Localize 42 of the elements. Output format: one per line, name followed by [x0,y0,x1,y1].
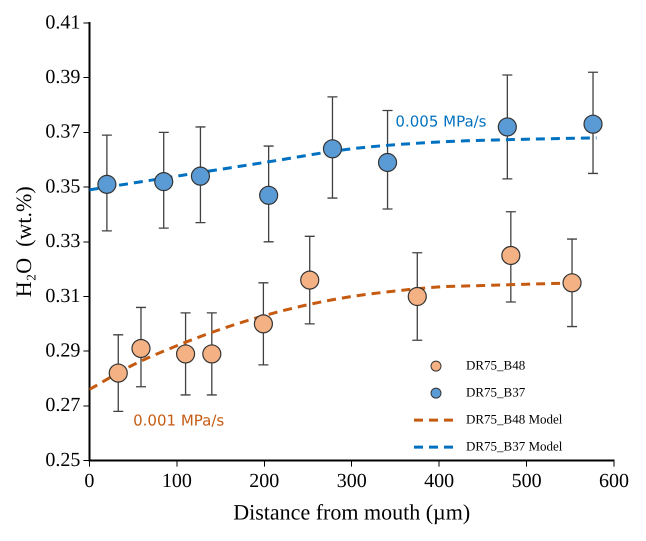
annotation: 0.005 MPa/s [395,112,487,131]
y-tick-label: 0.31 [45,284,80,307]
point [498,117,517,137]
point [583,114,603,134]
y-tick-label: 0.35 [45,175,80,198]
point [154,172,174,192]
legend-label: DR75_B37 Model [466,438,563,454]
point [562,273,582,292]
point [176,344,196,364]
x-tick-label: 300 [336,470,367,492]
legend-label: DR75_B48 Model [466,412,563,427]
annotation: 0.001 MPa/s [133,411,224,430]
point [408,286,427,306]
y-tick-label: 0.27 [45,394,80,416]
x-tick-label: 600 [599,470,629,492]
point [300,270,320,290]
point [97,174,116,194]
x-tick-label: 500 [512,470,542,492]
y-tick-label: 0.33 [45,230,80,252]
y-tick-label: 0.37 [45,120,80,143]
y-tick-label: 0.39 [45,66,80,88]
point [259,186,278,205]
point [378,152,398,172]
y-tick-label: 0.41 [45,11,80,34]
x-tick-label: 200 [249,470,280,492]
y-axis-title: H₂O (wt.%) [10,186,36,298]
y-tick-label: 0.25 [45,448,80,471]
point [501,246,520,266]
point [190,166,210,186]
x-tick-label: 0 [84,470,94,492]
point [108,363,128,383]
x-axis-title: Distance from mouth (µm) [233,500,470,525]
x-tick-label: 100 [162,470,192,492]
line-series [89,136,598,192]
point [131,338,151,358]
point [322,139,342,158]
point [202,344,222,364]
point [254,314,273,334]
legend-label: DR75_B48 [466,358,526,373]
y-tick-label: 0.29 [45,339,80,362]
x-tick-label: 400 [424,470,454,492]
legend-label: DR75_B37 [466,384,526,400]
